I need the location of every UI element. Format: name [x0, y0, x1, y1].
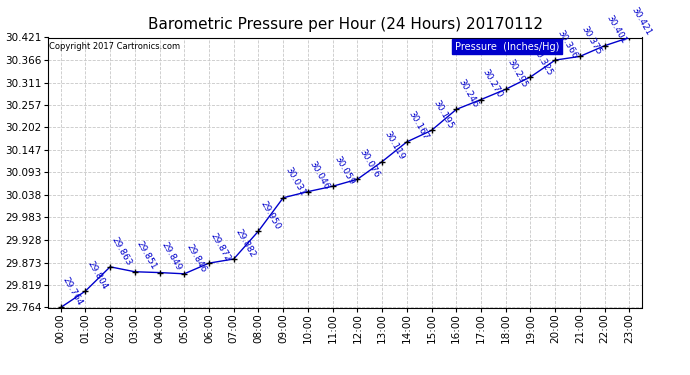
Text: 29.764: 29.764 [61, 276, 84, 308]
Text: 30.421: 30.421 [629, 6, 653, 38]
Text: Barometric Pressure per Hour (24 Hours) 20170112: Barometric Pressure per Hour (24 Hours) … [148, 17, 542, 32]
Text: 30.375: 30.375 [580, 24, 604, 56]
Text: Copyright 2017 Cartronics.com: Copyright 2017 Cartronics.com [50, 42, 181, 51]
Text: 29.950: 29.950 [259, 199, 282, 231]
Text: 29.872: 29.872 [209, 231, 233, 263]
Text: 30.270: 30.270 [481, 68, 504, 99]
Text: Pressure  (Inches/Hg): Pressure (Inches/Hg) [455, 42, 559, 51]
Text: 30.325: 30.325 [531, 45, 554, 77]
Text: 30.167: 30.167 [407, 110, 431, 142]
Text: 30.295: 30.295 [506, 57, 529, 89]
Text: 30.076: 30.076 [357, 147, 381, 179]
Text: 29.804: 29.804 [86, 260, 109, 291]
Text: 30.366: 30.366 [555, 28, 579, 60]
Text: 30.119: 30.119 [382, 130, 406, 162]
Text: 30.059: 30.059 [333, 154, 356, 186]
Text: 29.851: 29.851 [135, 240, 159, 272]
Text: 30.246: 30.246 [456, 78, 480, 110]
Text: 30.401: 30.401 [604, 14, 628, 46]
Text: 29.849: 29.849 [159, 241, 183, 273]
Text: 29.882: 29.882 [234, 227, 257, 259]
Text: 30.031: 30.031 [283, 166, 307, 198]
Text: 29.846: 29.846 [184, 242, 208, 274]
Text: 30.046: 30.046 [308, 160, 331, 192]
Text: 30.195: 30.195 [431, 99, 455, 130]
Text: 29.863: 29.863 [110, 235, 134, 267]
